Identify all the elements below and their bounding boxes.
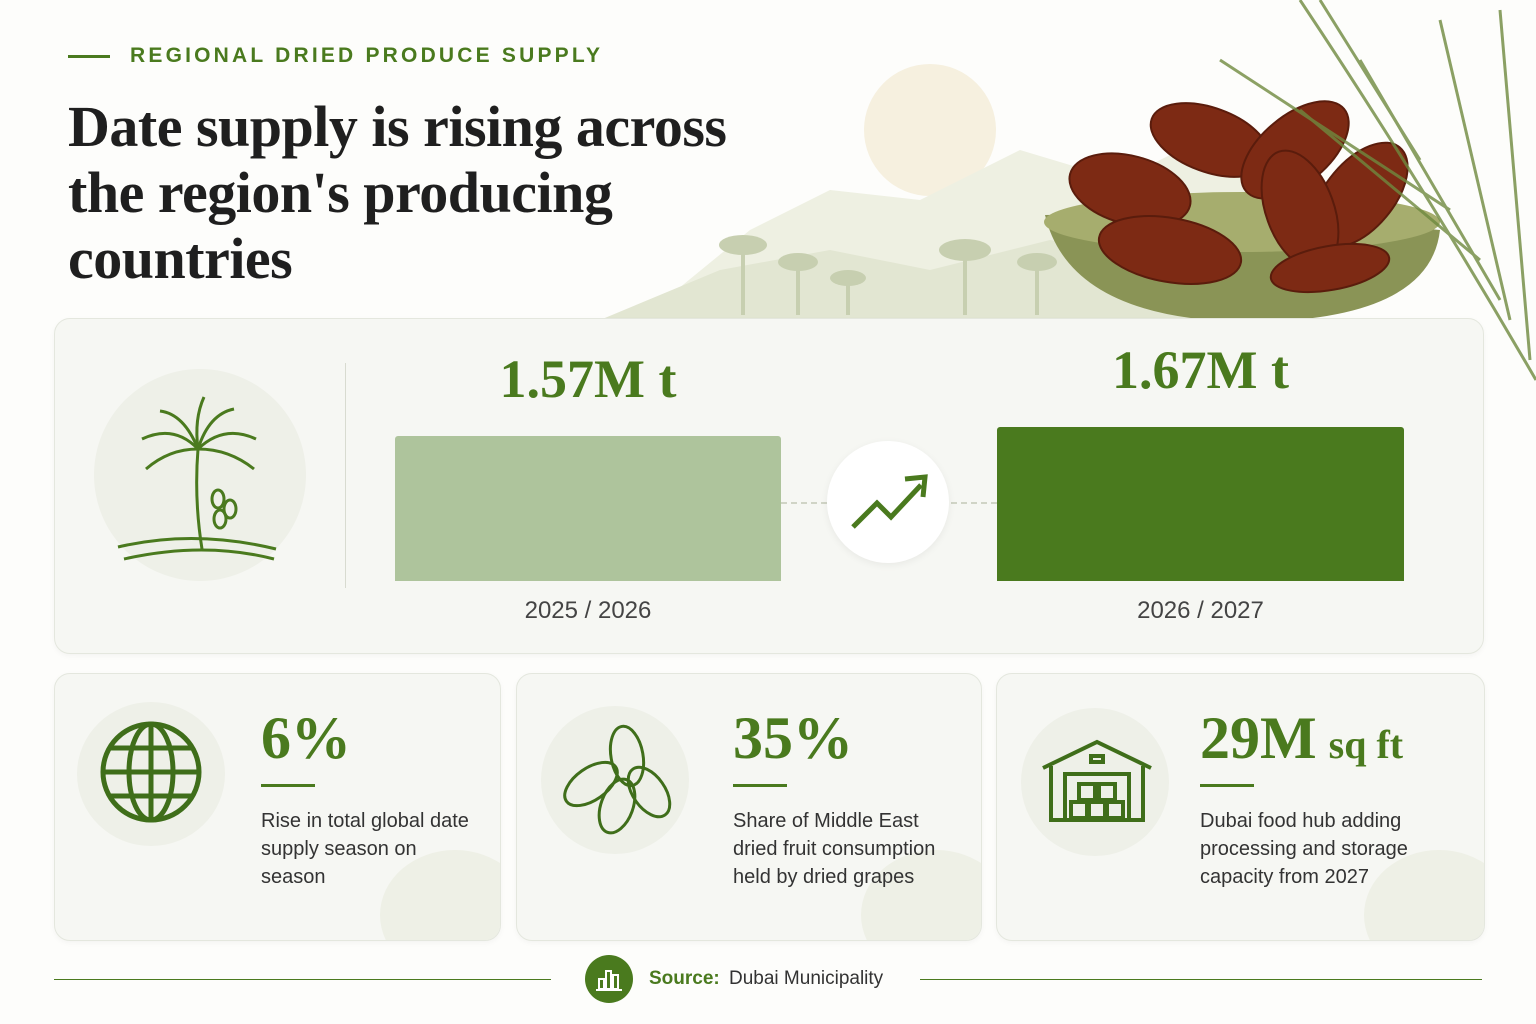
- stat-value: 35%: [733, 704, 853, 773]
- stat-icon: [541, 706, 689, 854]
- stat-icon-svg: [1042, 739, 1152, 822]
- source-text: Dubai Municipality: [729, 968, 884, 989]
- value-label: 1.67M t: [1112, 339, 1289, 400]
- stat-icon: [1021, 708, 1169, 856]
- source-svg: [596, 970, 622, 991]
- bar: [395, 435, 781, 581]
- title: Date supply is rising across the region'…: [68, 94, 727, 291]
- trend-svg: [851, 474, 928, 529]
- stat-unit: sq ft: [1328, 722, 1404, 767]
- stat-icon: [77, 702, 225, 846]
- footer-rule: [920, 979, 1482, 980]
- decoration: [600, 0, 1536, 381]
- stat-card: 29M sq ft Dubai food hub adding processing…: [996, 673, 1485, 941]
- eyebrow-rule: [68, 55, 110, 58]
- stat-card: 35% Share of Middle East dried fruit cons…: [516, 673, 982, 941]
- stat-rule: [733, 784, 787, 787]
- palm-svg: [117, 396, 277, 561]
- stat-rule: [1200, 784, 1254, 787]
- stat-number: 6%: [261, 705, 351, 771]
- value-label: 1.57M t: [499, 348, 677, 409]
- stat-description: Rise in total global date supply season …: [261, 810, 469, 888]
- palm-icon: [94, 369, 306, 581]
- stat-value: 29M sq ft: [1200, 704, 1403, 773]
- divider: [345, 363, 346, 588]
- chart-card: 1.57M t 2025 / 2026 1.67M t 2026 / 2027: [54, 318, 1484, 654]
- footer-rule: [54, 979, 551, 980]
- source-icon: [585, 955, 633, 1003]
- trend-icon: [827, 441, 949, 563]
- category-label: 2025 / 2026: [524, 597, 652, 624]
- stat-number: 35%: [733, 705, 853, 771]
- source-label: Source:: [649, 968, 720, 989]
- stat-icon-svg: [100, 721, 202, 823]
- bar: [997, 426, 1404, 581]
- category-label: 2026 / 2027: [1137, 597, 1264, 624]
- stat-icon-svg: [563, 724, 672, 835]
- stat-rule: [261, 784, 315, 787]
- stat-number: 29M: [1200, 705, 1317, 771]
- eyebrow: REGIONAL DRIED PRODUCE SUPPLY: [130, 44, 604, 67]
- stat-value: 6%: [261, 704, 351, 773]
- stat-card: 6% Rise in total global date supply seaso…: [54, 673, 501, 941]
- stat-description: Share of Middle East dried fruit consump…: [733, 810, 936, 888]
- stat-description: Dubai food hub adding processing and sto…: [1200, 810, 1408, 888]
